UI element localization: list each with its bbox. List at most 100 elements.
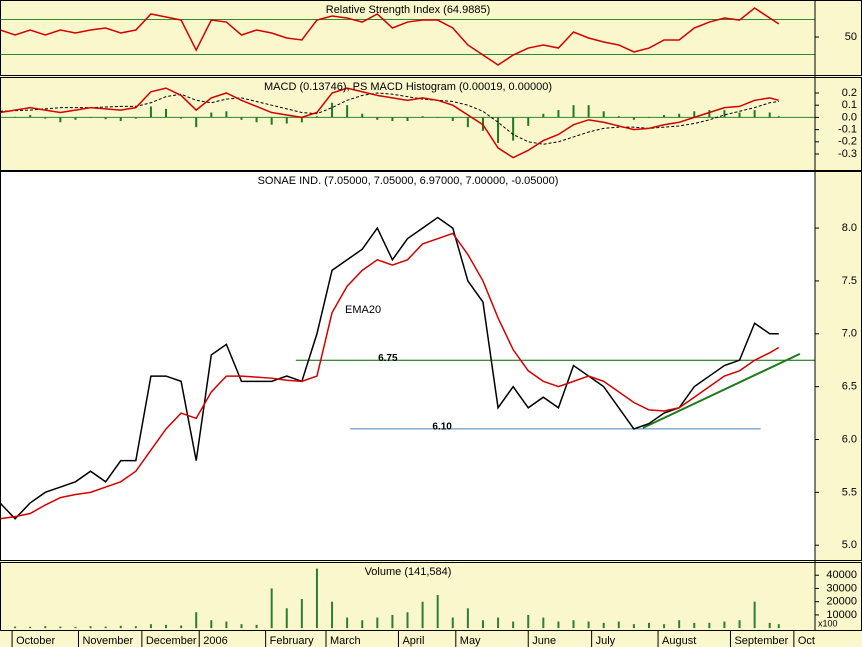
bar: [617, 116, 620, 118]
panel-title: SONAE IND. (7.05000, 7.05000, 6.97000, 7…: [258, 175, 559, 187]
bar: [693, 111, 696, 118]
bar: [512, 621, 515, 629]
bar: [240, 624, 243, 629]
bar: [663, 624, 666, 629]
bar: [647, 622, 650, 629]
bar: [693, 622, 696, 629]
bar: [542, 617, 545, 629]
bar: [44, 117, 47, 119]
bar: [723, 110, 726, 118]
y-tick-label: 50: [845, 31, 857, 43]
bar: [89, 117, 92, 118]
bar: [270, 117, 273, 125]
bar: [104, 626, 107, 629]
y-tick-label: -0.2: [838, 136, 857, 148]
x-tick-label: April: [402, 635, 424, 647]
bar: [768, 112, 771, 118]
x-tick-label: September: [734, 635, 788, 647]
bar: [89, 626, 92, 629]
bar: [753, 601, 756, 629]
bar: [527, 117, 530, 126]
bar: [421, 601, 424, 629]
bar: [14, 626, 17, 629]
x-tick-label: Oct: [798, 635, 815, 647]
y-tick-label: 20000: [826, 596, 857, 608]
bar: [149, 624, 152, 629]
y-tick-label: -0.1: [838, 124, 857, 136]
bar: [602, 111, 605, 118]
series-line: [0, 7, 780, 66]
bar: [632, 117, 635, 120]
bar: [527, 614, 530, 629]
bar: [587, 105, 590, 118]
bar: [617, 621, 620, 629]
x-tick-label: February: [270, 635, 315, 647]
panel-title: Relative Strength Index (64.9885): [326, 4, 491, 16]
bar: [195, 117, 198, 128]
y-tick-label: 6.0: [842, 433, 857, 445]
x-tick-label: October: [16, 635, 55, 647]
bar: [29, 626, 32, 629]
bar: [451, 117, 454, 122]
bar: [723, 621, 726, 629]
y-tick-label: 5.0: [842, 539, 857, 551]
bar: [777, 116, 780, 118]
bar: [497, 117, 500, 144]
x-tick-label: May: [460, 635, 481, 647]
bar: [436, 117, 439, 118]
bar: [647, 117, 650, 118]
bar: [210, 112, 213, 118]
bar: [632, 624, 635, 629]
x-tick-label: August: [662, 635, 696, 647]
bar: [376, 617, 379, 629]
bar: [572, 105, 575, 118]
bar: [165, 624, 168, 629]
bar: [406, 612, 409, 629]
bar: [481, 620, 484, 629]
bar: [225, 621, 228, 629]
bar: [391, 117, 394, 122]
bar: [777, 624, 780, 629]
bar: [557, 621, 560, 629]
bar: [738, 620, 741, 629]
y-tick-label: -0.3: [838, 148, 857, 160]
bar: [391, 614, 394, 629]
x-tick-label: March: [330, 635, 361, 647]
series-label: EMA20: [345, 304, 381, 316]
bar: [466, 608, 469, 629]
bar: [557, 110, 560, 118]
bar: [59, 626, 62, 629]
bar: [451, 617, 454, 629]
bar: [753, 110, 756, 118]
series-line: [0, 216, 779, 520]
bar: [738, 112, 741, 118]
bar: [44, 626, 47, 629]
bar: [300, 599, 303, 629]
x-tick-label: July: [596, 635, 616, 647]
bar: [14, 116, 17, 118]
bar: [406, 117, 409, 122]
y-tick-label: 40000: [826, 569, 857, 581]
bar: [119, 117, 122, 122]
y-tick-label: 30000: [826, 582, 857, 594]
bar: [134, 117, 137, 119]
reference-label: 6.75: [378, 353, 398, 364]
bar: [497, 617, 500, 629]
bar: [300, 117, 303, 123]
bar: [436, 595, 439, 629]
x-tick-label: 2006: [203, 635, 227, 647]
series-line: [0, 87, 779, 159]
unit-label: x100: [818, 618, 838, 628]
bar: [104, 117, 107, 120]
bar: [285, 608, 288, 629]
trendline: [642, 352, 801, 429]
bar: [59, 117, 62, 123]
y-tick-label: 8.0: [842, 222, 857, 234]
y-tick-label: 10000: [826, 609, 857, 621]
bar: [361, 113, 364, 118]
x-tick-label: June: [532, 635, 556, 647]
bar: [587, 621, 590, 629]
bar: [180, 625, 183, 629]
bar: [768, 622, 771, 629]
bar: [240, 117, 243, 120]
